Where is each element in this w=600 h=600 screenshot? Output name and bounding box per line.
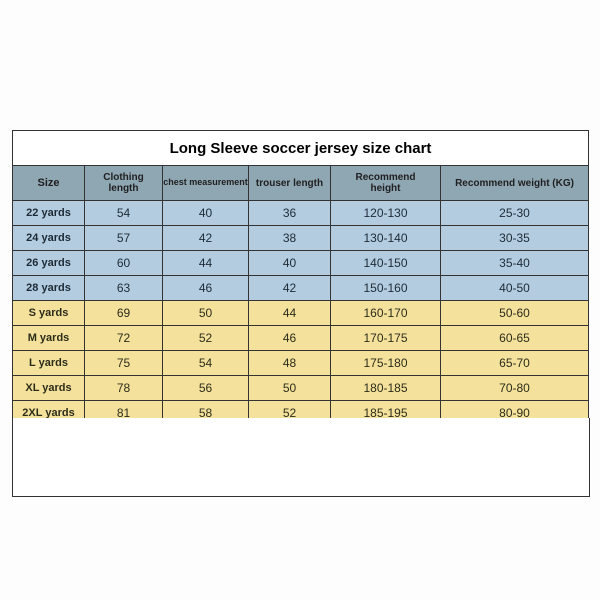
table-row: M yards725246170-17560-65: [13, 326, 589, 351]
table-footer-blank: [12, 418, 590, 497]
value-cell: 70-80: [441, 376, 589, 401]
value-cell: 78: [85, 376, 163, 401]
col-header-3: trouser length: [249, 166, 331, 201]
value-cell: 35-40: [441, 251, 589, 276]
value-cell: 180-185: [331, 376, 441, 401]
value-cell: 30-35: [441, 226, 589, 251]
value-cell: 40: [163, 201, 249, 226]
size-cell: 28 yards: [13, 276, 85, 301]
table-title: Long Sleeve soccer jersey size chart: [13, 131, 589, 166]
value-cell: 46: [163, 276, 249, 301]
value-cell: 25-30: [441, 201, 589, 226]
header-row: SizeClothinglengthchest measurementtrous…: [13, 166, 589, 201]
size-cell: 24 yards: [13, 226, 85, 251]
table-row: 28 yards634642150-16040-50: [13, 276, 589, 301]
value-cell: 160-170: [331, 301, 441, 326]
value-cell: 42: [249, 276, 331, 301]
table-body: 22 yards544036120-13025-3024 yards574238…: [13, 201, 589, 426]
size-chart-table: Long Sleeve soccer jersey size chart Siz…: [12, 130, 589, 426]
title-row: Long Sleeve soccer jersey size chart: [13, 131, 589, 166]
size-cell: XL yards: [13, 376, 85, 401]
table-row: 24 yards574238130-14030-35: [13, 226, 589, 251]
value-cell: 50: [163, 301, 249, 326]
value-cell: 120-130: [331, 201, 441, 226]
value-cell: 170-175: [331, 326, 441, 351]
value-cell: 60-65: [441, 326, 589, 351]
value-cell: 40: [249, 251, 331, 276]
value-cell: 65-70: [441, 351, 589, 376]
col-header-2: chest measurement: [163, 166, 249, 201]
value-cell: 54: [85, 201, 163, 226]
value-cell: 140-150: [331, 251, 441, 276]
value-cell: 130-140: [331, 226, 441, 251]
size-cell: M yards: [13, 326, 85, 351]
value-cell: 36: [249, 201, 331, 226]
value-cell: 52: [163, 326, 249, 351]
value-cell: 57: [85, 226, 163, 251]
col-header-5: Recommend weight (KG): [441, 166, 589, 201]
value-cell: 150-160: [331, 276, 441, 301]
value-cell: 44: [163, 251, 249, 276]
value-cell: 38: [249, 226, 331, 251]
value-cell: 69: [85, 301, 163, 326]
value-cell: 50-60: [441, 301, 589, 326]
value-cell: 56: [163, 376, 249, 401]
table-row: L yards755448175-18065-70: [13, 351, 589, 376]
value-cell: 75: [85, 351, 163, 376]
value-cell: 42: [163, 226, 249, 251]
table-row: 26 yards604440140-15035-40: [13, 251, 589, 276]
col-header-0: Size: [13, 166, 85, 201]
value-cell: 60: [85, 251, 163, 276]
value-cell: 46: [249, 326, 331, 351]
size-cell: 22 yards: [13, 201, 85, 226]
value-cell: 54: [163, 351, 249, 376]
table-row: XL yards785650180-18570-80: [13, 376, 589, 401]
value-cell: 50: [249, 376, 331, 401]
size-chart-canvas: { "table": { "title": "Long Sleeve socce…: [0, 0, 600, 600]
size-cell: S yards: [13, 301, 85, 326]
col-header-1: Clothinglength: [85, 166, 163, 201]
value-cell: 44: [249, 301, 331, 326]
value-cell: 63: [85, 276, 163, 301]
value-cell: 175-180: [331, 351, 441, 376]
value-cell: 48: [249, 351, 331, 376]
table-row: 22 yards544036120-13025-30: [13, 201, 589, 226]
value-cell: 72: [85, 326, 163, 351]
value-cell: 40-50: [441, 276, 589, 301]
size-cell: L yards: [13, 351, 85, 376]
size-cell: 26 yards: [13, 251, 85, 276]
table-row: S yards695044160-17050-60: [13, 301, 589, 326]
col-header-4: Recommendheight: [331, 166, 441, 201]
